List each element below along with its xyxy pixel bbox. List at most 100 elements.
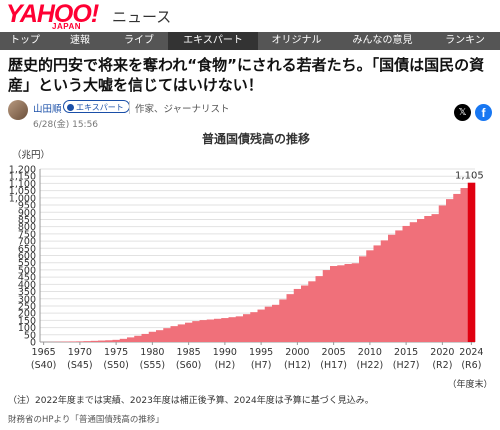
x-tick-label: 2010	[358, 347, 382, 358]
expert-badge: エキスパート	[63, 100, 130, 113]
x-tick-label: 1975	[104, 347, 128, 358]
bar-1991	[228, 317, 237, 342]
x-tick-era-label: (H2)	[215, 360, 236, 371]
bar-2000	[293, 288, 302, 342]
bar-2007	[344, 264, 353, 342]
bar-1985	[185, 322, 193, 342]
x-tick-label: 1965	[32, 347, 56, 358]
image-caption: 財務省のHPより「普通国債残高の推移」	[8, 415, 164, 425]
bar-2022	[453, 193, 461, 342]
nav-item-top[interactable]: トップ	[10, 35, 40, 46]
article-byline: 山田順 エキスパート 作家、ジャーナリスト 6/28(金) 15:56 𝕏 f	[8, 98, 492, 132]
x-tick-era-label: (S50)	[103, 360, 129, 371]
main-nav: トップ 速報 ライブ エキスパート オリジナル みんなの意見 ランキン	[0, 32, 500, 50]
nav-item-opinions[interactable]: みんなの意見	[352, 35, 413, 46]
x-tick-era-label: (S45)	[67, 360, 93, 371]
chart-note: （注）2022年度までは実績、2023年度は補正後予算、2024年度は予算に基づ…	[8, 394, 374, 406]
x-tick-era-label: (H27)	[393, 360, 420, 371]
nav-item-original[interactable]: オリジナル	[271, 35, 322, 46]
y-tick-label: 900	[18, 208, 36, 219]
bar-1995	[257, 309, 266, 342]
x-share-icon[interactable]: 𝕏	[454, 104, 471, 121]
bar-1994	[250, 312, 258, 342]
nav-item-live[interactable]: ライブ	[124, 35, 154, 46]
bar-1983	[170, 326, 179, 342]
y-tick-label: 1,000	[9, 193, 36, 204]
byline-divider	[129, 101, 130, 114]
nav-item-ranking[interactable]: ランキン	[445, 35, 485, 46]
bar-2008	[351, 263, 360, 342]
y-tick-label: 950	[18, 201, 36, 212]
bar-1998	[279, 299, 287, 342]
highlight-data-label: 1,105	[455, 171, 484, 182]
y-tick-label: 1,100	[9, 179, 36, 190]
bar-2016	[409, 222, 418, 342]
nav-item-expert[interactable]: エキスパート	[168, 32, 258, 50]
section-title[interactable]: ニュース	[112, 8, 172, 26]
author-name[interactable]: 山田順	[33, 104, 62, 115]
y-tick-label: 450	[18, 273, 36, 284]
bars	[40, 182, 476, 342]
bar-1996	[264, 306, 273, 342]
bar-2002	[308, 281, 316, 342]
bar-2003	[315, 276, 324, 342]
bar-1978	[134, 335, 142, 342]
bar-2004	[322, 270, 331, 342]
x-tick-era-label: (R6)	[461, 360, 481, 371]
x-tick-label: 2020	[430, 347, 454, 358]
x-tick-label: 1995	[249, 347, 273, 358]
y-tick-label: 850	[18, 215, 36, 226]
x-tick-label: 2015	[394, 347, 418, 358]
yahoo-logo-sub: JAPAN	[52, 22, 82, 31]
expert-badge-icon	[67, 103, 74, 111]
bar-1990	[221, 318, 229, 342]
bar-1969	[69, 341, 77, 342]
facebook-share-icon[interactable]: f	[475, 104, 492, 121]
x-tick-label: 1980	[140, 347, 164, 358]
x-tick-era-label: (S40)	[31, 360, 57, 371]
bar-2001	[301, 285, 309, 342]
x-tick-label: 2024	[459, 347, 483, 358]
y-tick-label: 500	[18, 265, 36, 276]
bar-2018	[424, 215, 432, 342]
author-avatar[interactable]	[8, 100, 28, 120]
nav-item-breaking[interactable]: 速報	[70, 35, 90, 46]
bar-2006	[337, 265, 345, 342]
y-tick-label: 300	[18, 294, 36, 305]
bar-2014	[395, 230, 403, 342]
bar-2010	[366, 250, 374, 342]
publish-date: 6/28(金) 15:56	[33, 120, 99, 130]
bar-1993	[243, 314, 251, 342]
bar-1973	[98, 340, 106, 342]
y-tick-label: 550	[18, 258, 36, 269]
bar-1971	[83, 341, 92, 342]
bar-1984	[177, 324, 186, 342]
bar-2020	[438, 205, 447, 342]
bar-2013	[388, 234, 396, 342]
x-tick-label: 2000	[285, 347, 309, 358]
y-tick-label: 1,050	[9, 186, 36, 197]
article-headline: 歴史的円安で将来を奪われ“食物”にされる若者たち。「国債は国民の資産」という大嘘…	[8, 56, 485, 94]
national-debt-chart: 普通国債残高の推移 （兆円） 0 50 100 150 200 250 300 350 400 4…	[4, 131, 494, 410]
bar-2019	[431, 214, 440, 342]
site-header: YAHOO! JAPAN ニュース	[0, 0, 500, 32]
bar-2021	[446, 199, 454, 342]
bar-2023	[460, 188, 469, 342]
y-tick-label: 250	[18, 301, 36, 312]
bar-2011	[373, 245, 382, 342]
y-tick-label: 0	[30, 338, 36, 349]
bar-1977	[127, 337, 135, 342]
x-tick-label: 1970	[68, 347, 92, 358]
bar-2012	[380, 240, 389, 342]
yahoo-logo[interactable]: YAHOO!	[6, 0, 99, 28]
y-tick-label: 650	[18, 244, 36, 255]
chart-title: 普通国債残高の推移	[202, 131, 310, 146]
x-tick-labels: 1965 (S40) 1970 (S45) 1975 (S50) 1980 (S55) 1985…	[31, 342, 483, 371]
y-tick-label: 350	[18, 287, 36, 298]
y-tick-label: 200	[18, 309, 36, 320]
y-axis-label: （兆円）	[12, 149, 50, 161]
bar-1997	[272, 304, 280, 342]
bar-1980	[148, 331, 157, 342]
expert-badge-label: エキスパート	[76, 103, 124, 112]
bar-1999	[286, 294, 295, 342]
